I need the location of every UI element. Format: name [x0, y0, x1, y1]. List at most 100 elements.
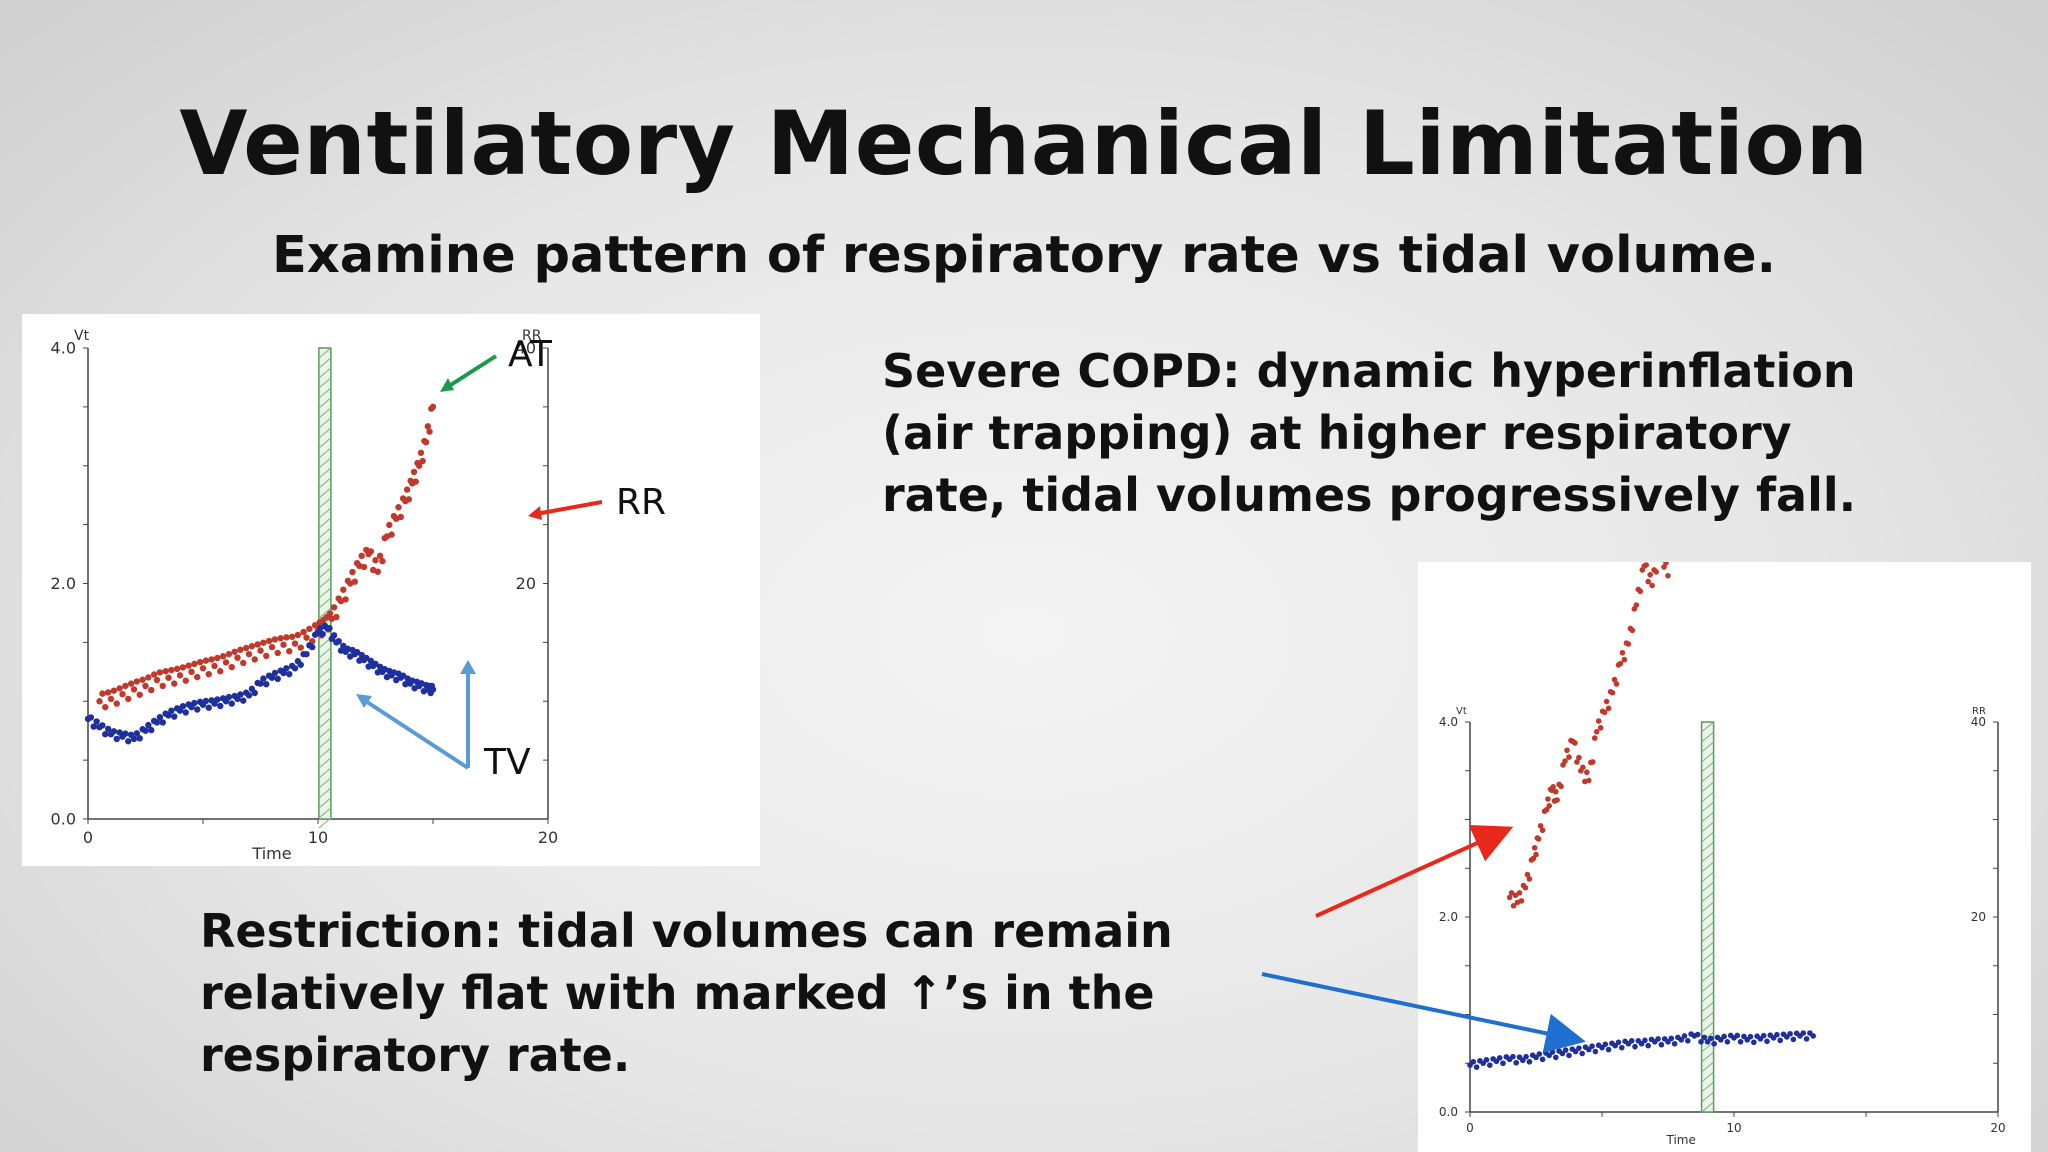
at-band-hatch: [1701, 971, 1714, 983]
rr-point: [1531, 844, 1538, 851]
at-band-hatch: [318, 597, 332, 609]
rr-point: [113, 700, 120, 707]
tv-point: [142, 727, 149, 734]
rr-label: RR: [616, 482, 666, 523]
rr-point: [311, 622, 319, 629]
tv-point: [429, 686, 437, 693]
at-band-hatch: [1701, 981, 1714, 993]
y-axis-label-left: Vt: [74, 328, 90, 344]
rr-point: [225, 650, 233, 658]
at-band-hatch: [1701, 1021, 1714, 1033]
copd-chart-panel: 0.0 2.0 4.0 20 40 0 10 20 Time Vt RR AT RR TV: [22, 314, 760, 866]
rr-point: [1576, 754, 1582, 761]
tv-point: [1496, 1055, 1503, 1061]
rr-point: [254, 641, 261, 648]
tv-point: [1681, 1033, 1688, 1039]
rr-point: [1617, 660, 1624, 667]
tv-point: [1655, 1036, 1661, 1042]
tv-point: [1658, 1041, 1665, 1048]
tv-point: [268, 674, 276, 681]
at-band-hatch: [318, 707, 332, 719]
y-tick-label-left: 0.0: [51, 810, 76, 829]
rr-point: [395, 504, 402, 511]
at-band-hatch: [318, 667, 332, 679]
rr-point: [422, 439, 430, 446]
rr-point: [360, 563, 368, 571]
tv-point: [136, 735, 143, 742]
rr-point: [133, 678, 141, 685]
rr-point: [1619, 649, 1626, 656]
at-band-hatch: [318, 387, 332, 399]
at-band-hatch: [1701, 1061, 1714, 1073]
rr-point: [1553, 788, 1559, 795]
rr-point: [1601, 709, 1608, 716]
at-band-hatch: [318, 447, 332, 459]
rr-point: [274, 649, 281, 657]
tv-point: [274, 675, 281, 683]
rr-point: [130, 686, 138, 693]
rr-point: [214, 654, 221, 662]
rr-point: [412, 478, 419, 485]
tv-point: [148, 726, 155, 734]
at-band-hatch: [318, 437, 332, 449]
rr-point: [1625, 641, 1632, 647]
copd-note: Severe COPD: dynamic hyperinflation (air…: [882, 340, 2022, 526]
rr-point: [1535, 836, 1542, 842]
tv-point: [1737, 1039, 1744, 1045]
rr-point: [104, 689, 112, 696]
slide-title: Ventilatory Mechanical Limitation: [179, 92, 1869, 195]
rr-point: [222, 659, 230, 666]
rr-point: [426, 428, 433, 435]
tv-point: [110, 728, 118, 735]
rr-point: [122, 682, 129, 690]
at-band-hatch: [318, 417, 332, 429]
at-band-hatch: [318, 477, 332, 489]
at-band-hatch: [1701, 941, 1714, 953]
at-band-hatch: [318, 777, 332, 789]
rr-point: [171, 680, 178, 687]
at-band-hatch: [318, 467, 332, 479]
rr-point: [424, 423, 432, 430]
rr-point: [211, 662, 218, 670]
rr-point: [165, 674, 172, 681]
rr-point: [1580, 764, 1586, 771]
tv-point: [1615, 1039, 1622, 1046]
tv-point: [1592, 1048, 1599, 1055]
tv-point: [1803, 1036, 1810, 1042]
at-band-hatch: [318, 487, 332, 499]
tv-point: [309, 643, 316, 651]
tv-point: [1619, 1044, 1625, 1051]
restriction-note: Restriction: tidal volumes can remain re…: [200, 900, 1360, 1086]
rr-point: [1643, 562, 1650, 568]
rr-point: [196, 658, 204, 666]
rr-point: [388, 531, 395, 538]
tv-point: [102, 731, 109, 738]
tv-point: [1777, 1037, 1783, 1044]
rr-point: [240, 659, 247, 667]
tv-point: [202, 697, 210, 705]
rr-point: [176, 672, 184, 679]
at-band-hatch: [318, 357, 332, 369]
tv-point: [335, 637, 342, 645]
rr-point: [288, 633, 296, 640]
at-band-hatch: [318, 787, 332, 799]
rr-point: [1574, 759, 1580, 765]
x-tick-label: 0: [1466, 1121, 1474, 1135]
tv-arrow-left: [362, 698, 470, 770]
at-band-hatch: [318, 807, 332, 819]
rr-point: [194, 673, 201, 681]
tv-point: [1553, 1054, 1559, 1061]
at-band-hatch: [318, 727, 332, 739]
y-tick-label-left: 2.0: [1439, 910, 1458, 924]
tv-point: [291, 665, 299, 672]
at-band-hatch: [1701, 721, 1714, 733]
rr-point: [136, 691, 143, 698]
copd-note-line-2: (air trapping) at higher respiratory: [882, 406, 1792, 460]
tv-point: [99, 722, 106, 729]
tv-point: [245, 692, 253, 699]
at-band-hatch: [318, 377, 332, 389]
tv-point: [225, 693, 233, 701]
rr-point: [185, 662, 192, 669]
tv-point: [1645, 1042, 1651, 1049]
at-band-hatch: [318, 567, 332, 579]
